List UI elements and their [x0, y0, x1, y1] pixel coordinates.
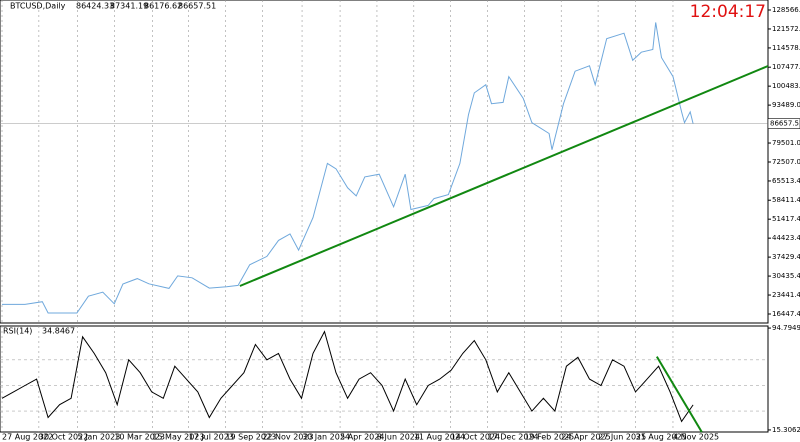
y-tick-label: 65513.40 [772, 177, 800, 185]
x-tick-label: 31 Aug 2025 [636, 433, 687, 442]
y-tick-label: 44423.40 [772, 234, 800, 242]
series-line [1, 330, 694, 423]
symbol: BTCUSD,Daily [10, 2, 66, 11]
rsi-title: RSI(14) [3, 327, 32, 336]
y-tick-label: 58411.40 [772, 196, 800, 204]
x-tick-label: 30 Jan 2024 [302, 433, 350, 442]
x-tick-label: 19 Feb 2025 [524, 433, 574, 442]
x-tick-label: 5 Jan 2023 [77, 433, 120, 442]
price-header: BTCUSD,Daily 86424.33 87341.19 86176.62 … [10, 2, 216, 11]
x-tick-label: 14 Oct 2024 [451, 433, 500, 442]
x-tick-label: 8 Jun 2024 [377, 433, 420, 442]
x-tick-label: 5 Apr 2024 [340, 433, 384, 442]
y-tick-label: 15.3062 [772, 426, 800, 434]
rsi-panel [0, 325, 769, 433]
y-tick-label: 79501.00 [772, 139, 800, 147]
low: 86176.62 [144, 2, 182, 11]
high: 87341.19 [110, 2, 148, 11]
y-tick-label: 128566.00 [772, 6, 800, 14]
trendline [655, 356, 703, 433]
x-tick-label: 22 Nov 2023 [262, 433, 313, 442]
x-tick-label: 10 Mar 2023 [114, 433, 165, 442]
clock: 12:04:17 [690, 2, 766, 22]
y-tick-label: 107477.00 [772, 63, 800, 71]
last-price-box [767, 118, 800, 129]
x-tick-label: 30 Oct 2022 [39, 433, 88, 442]
y-tick-label: 51417.40 [772, 215, 800, 223]
x-tick-label: 27 Aug 2022 [2, 433, 53, 442]
y-tick-label: 93489.00 [772, 101, 800, 109]
rsi-value: 34.8467 [42, 327, 75, 336]
close: 86657.51 [178, 2, 216, 11]
y-tick-label: 37429.40 [772, 253, 800, 261]
open: 86424.33 [76, 2, 114, 11]
last-price-label: 86657.51 [770, 120, 800, 128]
y-tick-label: 30435.40 [772, 272, 800, 280]
y-tick-label: 16447.40 [772, 310, 800, 318]
y-tick-label: 121572.60 [772, 25, 800, 33]
x-tick-label: 27 Jun 2025 [598, 433, 646, 442]
series-line [2, 22, 694, 314]
x-tick-label: 15 May 2023 [152, 433, 204, 442]
y-tick-label: 114578.20 [772, 44, 800, 52]
x-tick-label: 17 Dec 2024 [488, 433, 539, 442]
x-tick-label: 24 Apr 2025 [561, 433, 610, 442]
y-tick-label: 94.7949 [772, 324, 800, 332]
y-tick-label: 72507.00 [772, 158, 800, 166]
x-tick-label: 11 Aug 2024 [414, 433, 465, 442]
x-tick-label: 17 Jul 2023 [189, 433, 234, 442]
trendline [239, 65, 769, 287]
x-tick-label: 19 Sep 2023 [225, 433, 276, 442]
x-tick-label: 4 Nov 2025 [673, 433, 719, 442]
y-tick-label: 100483.00 [772, 82, 800, 90]
y-tick-label: 23441.40 [772, 291, 800, 299]
